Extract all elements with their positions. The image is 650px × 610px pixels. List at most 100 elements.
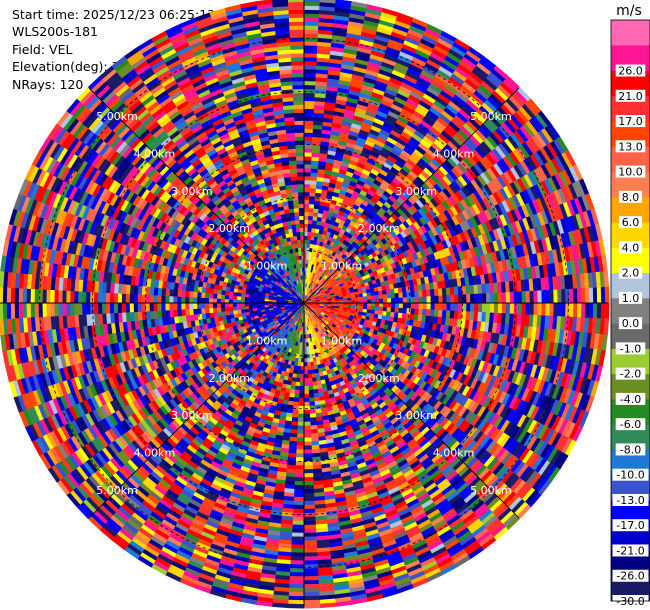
ppi-cell	[470, 293, 475, 304]
ppi-cell	[442, 302, 447, 311]
ppi-cell	[303, 587, 320, 593]
ppi-cell	[303, 504, 316, 510]
ppi-cell	[303, 544, 318, 550]
ppi-cell	[382, 294, 388, 300]
ppi-cell	[303, 25, 319, 31]
ppi-cell	[489, 292, 495, 304]
ppi-cell	[414, 302, 420, 310]
ppi-cell	[370, 295, 376, 300]
ppi-cell	[293, 484, 305, 490]
ppi-cell	[303, 148, 313, 153]
ppi-cell	[291, 417, 299, 423]
ppi-cell	[291, 540, 305, 546]
ppi-cell	[303, 179, 311, 185]
ppi-cell	[306, 361, 311, 367]
ppi-cell	[576, 288, 582, 304]
ppi-cell	[386, 298, 392, 304]
ppi-cell	[308, 199, 316, 205]
ppi-cell	[303, 33, 319, 38]
ppi-cell	[303, 183, 311, 189]
ppi-cell	[418, 296, 424, 304]
ppi-cell	[390, 302, 396, 309]
ppi-cell	[303, 564, 319, 569]
ppi-cell	[303, 56, 318, 62]
ppi-cell	[303, 500, 315, 506]
ppi-cell	[309, 191, 316, 197]
ppi-cell	[303, 96, 316, 102]
ppi-cell	[600, 286, 606, 304]
ppi-cell	[592, 302, 598, 319]
ppi-cell	[584, 302, 590, 319]
ppi-cell	[296, 441, 305, 446]
ppi-cell	[292, 405, 299, 411]
ppi-cell	[505, 291, 511, 304]
ppi-cell	[584, 287, 590, 304]
ppi-cell	[299, 385, 305, 391]
ppi-cell	[481, 302, 487, 313]
ppi-cell	[303, 572, 319, 577]
ppi-cell	[294, 385, 300, 391]
ppi-cell	[308, 397, 315, 403]
ppi-cell	[291, 532, 305, 538]
ppi-cell	[303, 84, 316, 90]
ppi-cell	[303, 445, 312, 450]
ppi-cell	[390, 307, 396, 313]
ppi-cell	[303, 29, 319, 34]
ppi-cell	[306, 350, 310, 355]
ppi-cell	[307, 373, 313, 379]
ppi-cell	[298, 401, 305, 407]
ppi-cell	[290, 552, 305, 558]
ppi-cell	[398, 302, 404, 309]
ppi-cell	[394, 292, 400, 299]
ppi-cell	[303, 211, 310, 217]
ppi-cells	[0, 0, 610, 609]
ppi-cell	[293, 393, 300, 399]
ppi-cell	[292, 520, 305, 526]
ppi-cell	[309, 195, 316, 201]
ppi-cell	[596, 287, 602, 304]
ppi-cell	[303, 385, 309, 391]
ppi-cell	[371, 299, 376, 304]
ppi-cell	[303, 449, 313, 454]
ppi-cell	[303, 92, 316, 98]
ppi-cell	[406, 297, 412, 304]
ppi-cell	[308, 389, 314, 395]
ppi-cell	[303, 405, 310, 411]
ppi-cell	[292, 409, 299, 415]
ppi-cell	[291, 528, 305, 534]
ppi-cell	[366, 292, 372, 297]
ppi-cell	[295, 453, 305, 458]
ppi-cell	[371, 302, 376, 307]
ppi-cell	[580, 302, 586, 318]
ppi-cell	[375, 298, 380, 304]
ppi-cell	[493, 292, 499, 304]
ppi-cell	[600, 302, 606, 320]
ppi-cell	[303, 381, 309, 387]
ppi-cell	[303, 516, 316, 522]
ppi-cell	[295, 373, 301, 379]
ppi-cell	[509, 291, 515, 304]
ppi-cell	[303, 128, 314, 133]
ppi-cell	[291, 413, 299, 419]
ppi-cell	[549, 302, 555, 317]
ppi-cell	[303, 548, 318, 554]
ppi-cell	[305, 342, 309, 347]
ppi-cell	[303, 465, 313, 470]
ppi-cell	[367, 302, 372, 307]
ppi-cell	[375, 302, 380, 308]
ppi-cell	[295, 377, 301, 383]
ppi-cell	[390, 293, 396, 299]
ppi-cell	[295, 449, 305, 454]
ppi-cell	[303, 532, 317, 538]
ppi-cell	[497, 292, 503, 304]
ppi-cell	[501, 302, 507, 314]
ppi-cell	[307, 369, 312, 375]
ppi-cell	[297, 421, 305, 427]
ppi-cell	[295, 457, 305, 462]
ppi-cell	[287, 599, 305, 605]
ppi-cell	[290, 548, 305, 554]
ppi-cell	[343, 298, 348, 302]
ppi-cell	[292, 516, 305, 522]
ppi-cell	[303, 231, 308, 236]
ppi-cell	[309, 405, 316, 411]
